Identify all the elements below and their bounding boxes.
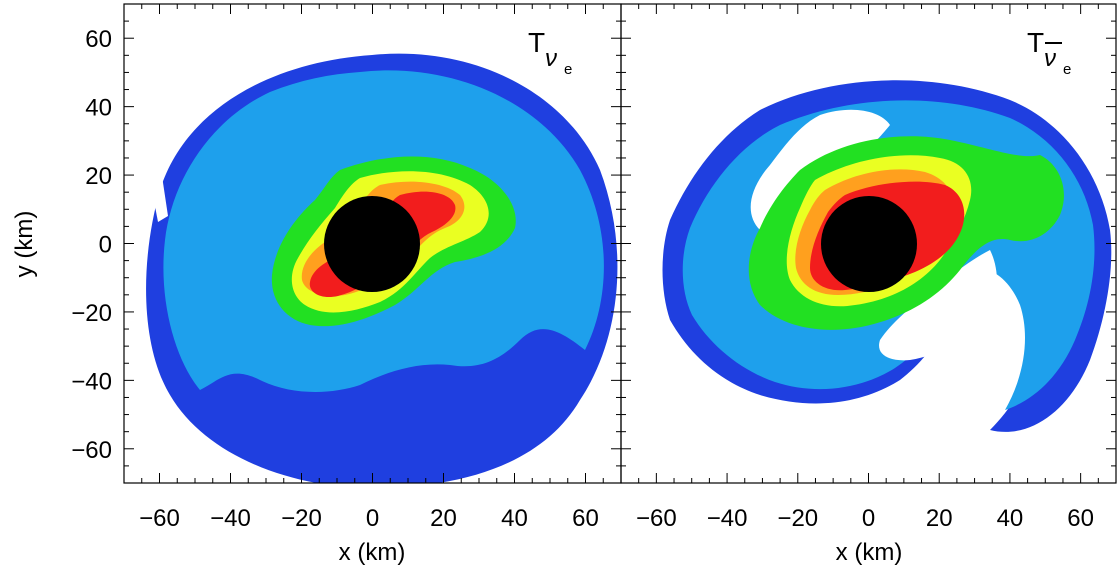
panel-tag-right-sub: ν <box>1044 45 1056 72</box>
panel-tag-right-base: T <box>1027 27 1044 58</box>
y-tick-label-0--60: −60 <box>71 437 112 464</box>
x-tick-label-0--60: −60 <box>139 505 180 532</box>
y-tick-label-0-20: 20 <box>85 163 112 190</box>
core-left <box>324 196 420 292</box>
tick-labels: −60 −40 −20 0 20 40 60 −60 −40 −20 0 20 40 60 −60 −40 −2… <box>71 26 1094 532</box>
y-axis-title: y (km) <box>11 211 38 278</box>
x-tick-label-1--60: −60 <box>636 505 677 532</box>
y-tick-label-0-40: 40 <box>85 95 112 122</box>
panel-tag-right: T ν e <box>1027 27 1071 78</box>
ticks-right <box>621 4 1117 483</box>
panel-tag-right-subsub: e <box>1063 61 1071 78</box>
gap-white-left-1 <box>150 176 168 222</box>
x-axis-title-right: x (km) <box>836 539 903 566</box>
x-tick-label-0--40: −40 <box>210 505 251 532</box>
x-tick-label-1--20: −20 <box>777 505 818 532</box>
core-right <box>821 196 917 292</box>
gap-white-right-2 <box>879 250 997 361</box>
x-tick-label-1-40: 40 <box>997 505 1024 532</box>
x-tick-label-1-60: 60 <box>1067 505 1094 532</box>
y-tick-label-0--40: −40 <box>71 368 112 395</box>
x-tick-label-0-0: 0 <box>366 505 379 532</box>
panel-tag-left: T ν e <box>528 27 572 78</box>
x-tick-label-0--20: −20 <box>281 505 322 532</box>
x-tick-label-1-0: 0 <box>862 505 875 532</box>
heatmap-left <box>146 53 618 483</box>
x-tick-label-0-40: 40 <box>501 505 528 532</box>
y-tick-label-0-60: 60 <box>85 26 112 53</box>
gap-white-left-2 <box>190 100 212 122</box>
y-tick-label-0-0: 0 <box>99 232 112 259</box>
heatmap-right <box>662 80 1112 432</box>
panel-tag-left-subsub: e <box>564 61 572 78</box>
x-tick-label-1--40: −40 <box>707 505 748 532</box>
ticks-left <box>124 4 621 483</box>
y-tick-label-0--20: −20 <box>71 300 112 327</box>
panel-tag-left-sub: ν <box>545 45 557 72</box>
frame-right <box>620 3 1117 484</box>
panel-left <box>124 4 621 483</box>
panel-right <box>621 4 1117 483</box>
x-tick-label-1-20: 20 <box>926 505 953 532</box>
x-tick-label-0-60: 60 <box>572 505 599 532</box>
x-tick-label-0-20: 20 <box>430 505 457 532</box>
panel-tag-left-base: T <box>528 27 545 58</box>
x-axis-title-left: x (km) <box>339 539 406 566</box>
